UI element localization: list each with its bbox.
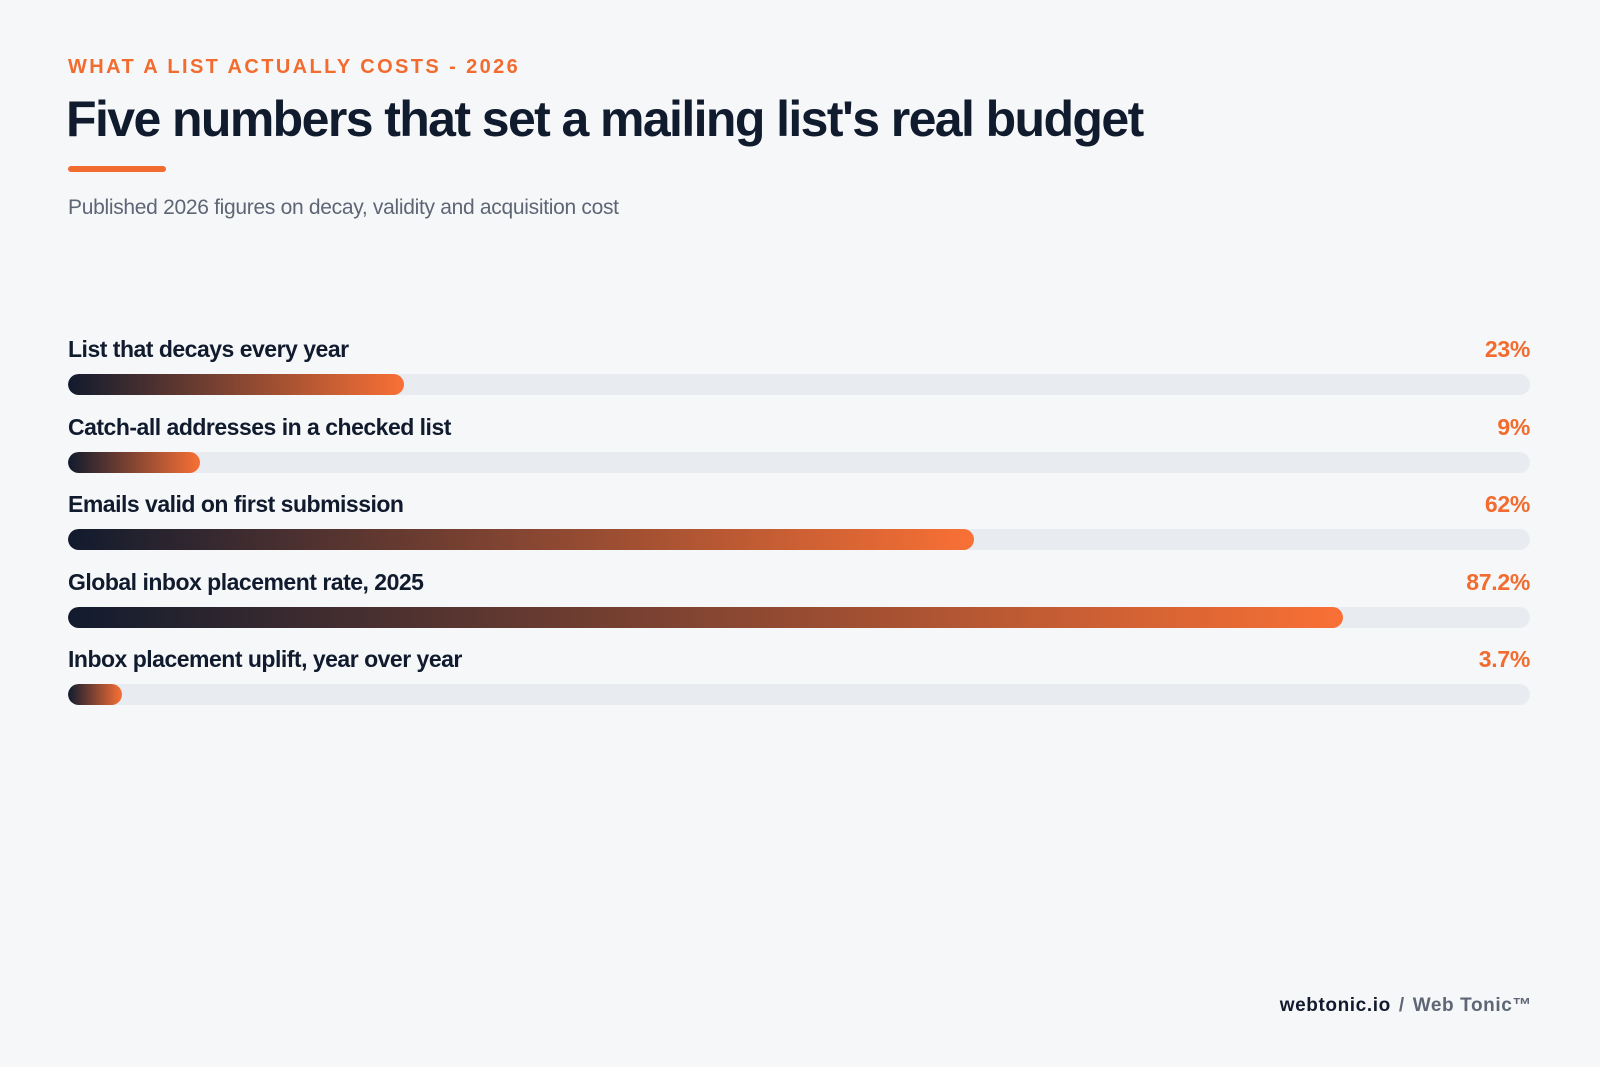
bar-fill — [68, 606, 1343, 628]
bar-track — [68, 684, 1530, 705]
bar-label: Catch-all addresses in a checked list — [68, 413, 451, 440]
eyebrow-label: WHAT A LIST ACTUALLY COSTS - 2026 — [68, 56, 521, 78]
page-title: Five numbers that set a mailing list's r… — [66, 91, 1144, 147]
bar-value-label: 62% — [1484, 491, 1530, 517]
bar-label: Emails valid on first submission — [68, 491, 404, 517]
title-underline — [68, 166, 166, 172]
bar-row: Global inbox placement rate, 2025 87.2% — [68, 569, 1530, 647]
bar-row: Inbox placement uplift, year over year 3.… — [68, 646, 1530, 724]
bar-value-label: 23% — [1484, 336, 1530, 362]
bar-fill — [68, 374, 405, 395]
bar-chart: List that decays every year 23% Catch-all … — [68, 336, 1530, 724]
bar-value-label: 3.7% — [1478, 646, 1531, 672]
footer-brand: Web Tonic™ — [1412, 995, 1532, 1016]
bar-fill — [68, 529, 975, 550]
bar-row: List that decays every year 23% — [68, 336, 1530, 414]
bar-label: Inbox placement uplift, year over year — [68, 646, 462, 672]
footer-site: webtonic.io — [1279, 995, 1391, 1016]
subtitle: Published 2026 figures on decay, validit… — [68, 196, 619, 219]
bar-track — [68, 529, 1530, 550]
bar-row: Emails valid on first submission 62% — [68, 491, 1530, 569]
bar-track — [68, 374, 1530, 395]
bar-row: Catch-all addresses in a checked list 9% — [68, 414, 1530, 492]
footer-separator: / — [1398, 995, 1405, 1016]
bar-fill — [68, 451, 200, 473]
bar-track — [68, 451, 1530, 473]
bar-value-label: 87.2% — [1466, 568, 1530, 595]
footer-credit: webtonic.io / Web Tonic™ — [1280, 995, 1532, 1017]
bar-value-label: 9% — [1497, 413, 1530, 440]
bar-label: Global inbox placement rate, 2025 — [68, 568, 424, 595]
bar-fill — [68, 684, 123, 705]
bar-label: List that decays every year — [68, 336, 349, 362]
bar-track — [68, 606, 1530, 628]
